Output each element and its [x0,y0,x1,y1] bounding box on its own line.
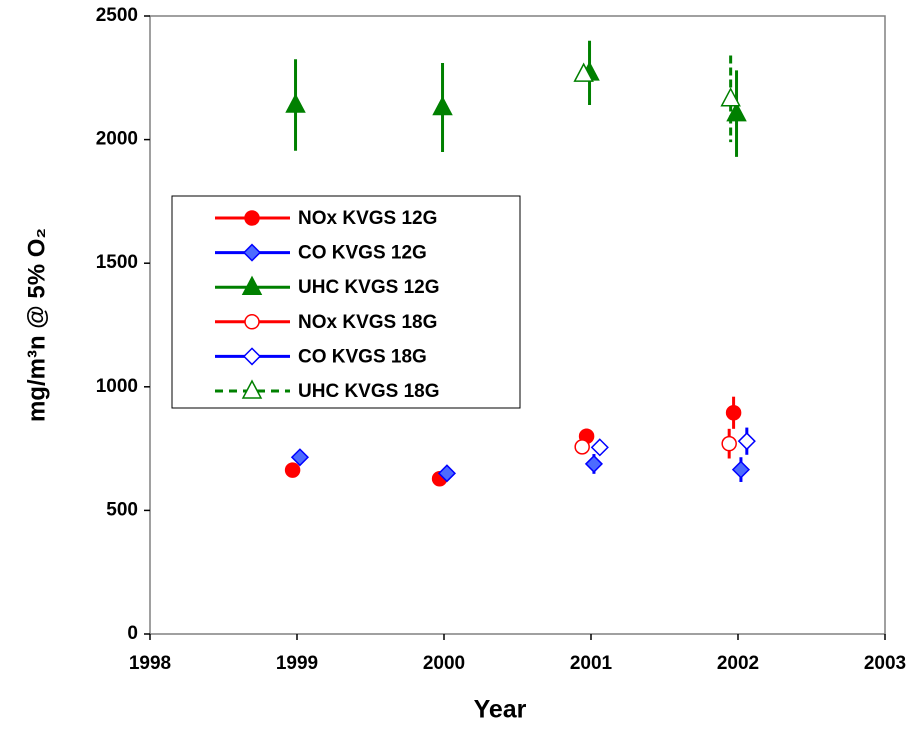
legend-label: UHC KVGS 12G [298,277,439,298]
marker [244,314,260,330]
marker [737,432,756,451]
x-tick-label: 2000 [423,653,465,674]
x-tick-label: 1998 [129,653,171,674]
marker [584,454,604,473]
x-axis-label: Year [474,696,527,724]
legend [171,195,521,409]
legend-label: NOx KVGS 18G [298,312,437,333]
x-tick-label: 2001 [570,653,613,674]
marker [284,462,301,478]
plot-area [149,15,886,635]
marker [241,275,263,295]
marker [720,87,741,107]
marker [725,405,742,421]
marker [731,460,751,479]
y-tick-label: 2000 [96,129,138,150]
y-tick-label: 1500 [96,252,138,273]
marker [573,62,594,82]
y-axis-label: mg/m³n @ 5% O₂ [23,228,50,422]
marker [290,448,310,467]
y-tick-label: 0 [127,623,138,644]
y-tick-label: 1000 [96,376,138,397]
legend-label: UHC KVGS 18G [298,381,439,402]
marker [432,95,453,116]
y-tick-label: 2500 [96,5,138,26]
marker [241,379,263,399]
marker [590,438,609,457]
marker [285,93,306,113]
y-tick-label: 500 [106,499,138,520]
legend-label: CO KVGS 18G [298,346,427,367]
marker [242,347,262,366]
marker [574,439,590,455]
x-tick-label: 2003 [864,653,906,674]
marker [721,435,737,452]
legend-label: NOx KVGS 12G [298,208,437,229]
x-tick-label: 1999 [276,653,318,674]
marker [437,464,457,483]
x-tick-label: 2002 [717,653,759,674]
marker [244,210,260,226]
marker [242,243,262,262]
legend-label: CO KVGS 12G [298,243,427,264]
